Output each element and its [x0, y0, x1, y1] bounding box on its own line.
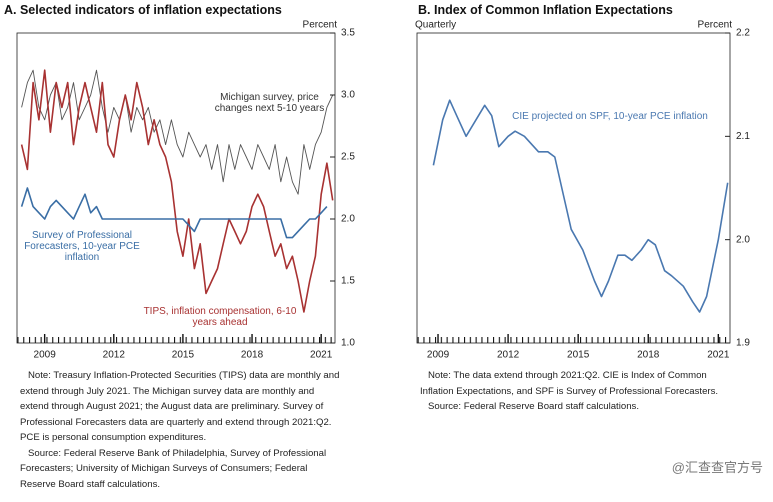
x-tick-label: 2018 [241, 350, 264, 361]
series-line [21, 69, 334, 195]
plot-frame [16, 32, 336, 344]
minor-ticks [417, 337, 730, 343]
x-tick-label: 2012 [497, 350, 520, 361]
y-tick-label: 2.5 [341, 152, 355, 163]
y-tick-label: 3.5 [341, 28, 355, 39]
chart-title: B. Index of Common Inflation Expectation… [418, 3, 673, 17]
y-axis-label: Percent [698, 20, 733, 31]
x-tick-label: 2009 [427, 350, 450, 361]
plot-frame [416, 32, 731, 344]
series-label: CIE projected on SPF, 10-year PCE inflat… [512, 111, 708, 122]
note: Note: Treasury Inflation-Protected Secur… [20, 370, 340, 443]
x-tick-label: 2021 [707, 350, 730, 361]
frequency-label: Quarterly [415, 20, 456, 31]
x-tick-label: 2012 [103, 350, 126, 361]
chart-title: A. Selected indicators of inflation expe… [4, 3, 282, 17]
notes: Note: Treasury Inflation-Protected Secur… [20, 368, 340, 492]
y-tick-label: 2.2 [736, 28, 750, 39]
series-line [20, 187, 328, 239]
series-line [20, 69, 334, 313]
y-tick-label: 1.9 [736, 338, 750, 349]
x-tick-label: 2015 [172, 350, 195, 361]
y-tick-label: 2.0 [341, 214, 355, 225]
source: Source: Federal Reserve Bank of Philadel… [20, 447, 327, 490]
x-tick-label: 2015 [567, 350, 590, 361]
minor-ticks [17, 337, 335, 343]
y-axis-label: Percent [303, 20, 338, 31]
y-tick-label: 2.1 [736, 131, 750, 142]
series-label: Michigan survey, price changes next 5-10… [214, 92, 325, 114]
source: Source: Federal Reserve Board staff calc… [428, 401, 639, 412]
x-tick-label: 2018 [637, 350, 660, 361]
note: Note: The data extend through 2021:Q2. C… [420, 370, 719, 397]
y-tick-label: 1.5 [341, 276, 355, 287]
x-tick-label: 2009 [34, 350, 57, 361]
x-tick-label: 2021 [310, 350, 333, 361]
series-label: Survey of Professional Forecasters, 10-y… [24, 230, 140, 263]
watermark: @汇查查官方号 [671, 460, 763, 475]
series-label: TIPS, inflation compensation, 6-10 years… [143, 306, 297, 328]
series-line [432, 99, 729, 313]
y-tick-label: 3.0 [341, 90, 355, 101]
notes: Note: The data extend through 2021:Q2. C… [420, 368, 740, 415]
y-tick-label: 2.0 [736, 234, 750, 245]
y-tick-label: 1.0 [341, 338, 355, 349]
